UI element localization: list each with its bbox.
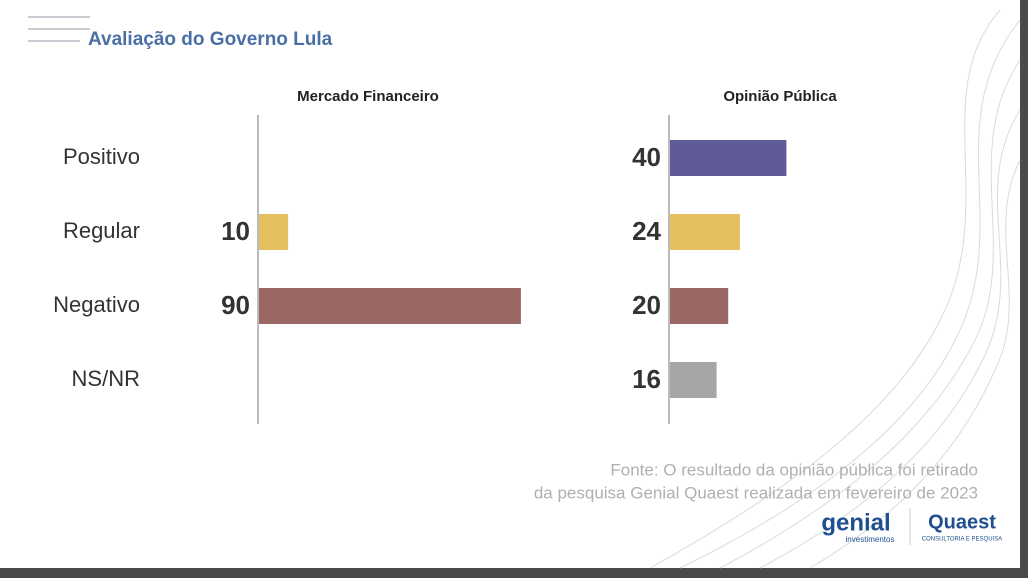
bar: [670, 362, 717, 398]
value-label: 20: [632, 290, 661, 320]
panel-title: Opinião Pública: [723, 88, 837, 105]
bar: [259, 214, 289, 250]
category-label: Negativo: [53, 292, 140, 317]
panel-title: Mercado Financeiro: [297, 88, 439, 105]
category-label: NS/NR: [72, 366, 140, 391]
bar: [670, 288, 729, 324]
source-note: da pesquisa Genial Quaest realizada em f…: [534, 483, 978, 502]
bar: [670, 214, 740, 250]
bar: [259, 288, 521, 324]
category-label: Positivo: [63, 144, 140, 169]
slide-background: [0, 0, 1020, 568]
decoration-waves: [649, 9, 1021, 569]
logo-genial: genial: [821, 509, 890, 536]
logo-quaest: Quaest: [928, 511, 996, 533]
logo-genial-sub: investimentos: [846, 535, 895, 544]
source-note: Fonte: O resultado da opinião pública fo…: [610, 460, 978, 479]
value-label: 24: [632, 216, 661, 246]
title: Avaliação do Governo Lula: [88, 29, 333, 50]
logo-dots: [28, 16, 90, 42]
value-label: 40: [632, 142, 661, 172]
category-label: Regular: [63, 218, 140, 243]
value-label: 90: [221, 290, 250, 320]
value-label: 16: [632, 364, 661, 394]
bar: [670, 140, 787, 176]
value-label: 10: [221, 216, 250, 246]
logo-quaest-sub: CONSULTORIA E PESQUISA: [922, 537, 1002, 543]
